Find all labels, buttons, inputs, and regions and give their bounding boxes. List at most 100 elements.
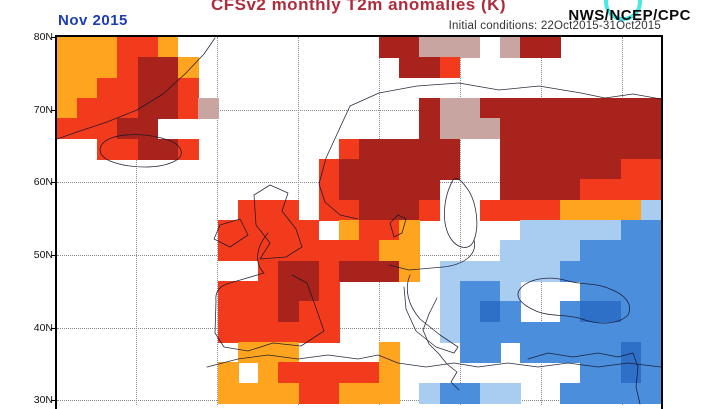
longitude-gridline bbox=[136, 37, 137, 405]
coastline-norway bbox=[318, 105, 359, 220]
anomaly-cell bbox=[218, 220, 239, 242]
anomaly-cell bbox=[218, 240, 239, 262]
anomaly-cell bbox=[520, 199, 541, 221]
anomaly-cell bbox=[238, 342, 260, 364]
anomaly-cell bbox=[560, 220, 582, 242]
anomaly-cell bbox=[137, 118, 159, 140]
anomaly-cell bbox=[459, 37, 481, 59]
anomaly-cell bbox=[318, 362, 340, 384]
forecast-date-label: Nov 2015 bbox=[58, 12, 128, 29]
anomaly-cell bbox=[258, 281, 280, 303]
anomaly-cell bbox=[359, 362, 380, 384]
anomaly-cell bbox=[520, 240, 541, 262]
anomaly-cell bbox=[499, 382, 521, 404]
anomaly-cell bbox=[298, 301, 320, 323]
anomaly-cell bbox=[117, 98, 139, 120]
anomaly-cell bbox=[177, 77, 199, 99]
anomaly-cell bbox=[540, 179, 562, 201]
anomaly-cell bbox=[359, 199, 380, 221]
anomaly-cell bbox=[520, 118, 541, 140]
anomaly-cell bbox=[560, 159, 582, 181]
anomaly-cell bbox=[419, 159, 441, 181]
anomaly-cell bbox=[600, 138, 622, 160]
anomaly-cell bbox=[540, 199, 562, 221]
lat-tick-label: 50N bbox=[33, 249, 53, 261]
anomaly-cell bbox=[640, 159, 661, 181]
anomaly-cell bbox=[359, 138, 380, 160]
anomaly-cell bbox=[600, 179, 622, 201]
anomaly-cell bbox=[298, 382, 320, 404]
anomaly-cell bbox=[419, 37, 441, 59]
anomaly-cell bbox=[580, 362, 602, 384]
anomaly-cell bbox=[97, 37, 119, 59]
anomaly-cell bbox=[57, 118, 78, 140]
anomaly-cell bbox=[640, 362, 661, 384]
anomaly-cell bbox=[479, 321, 501, 343]
anomaly-cell bbox=[620, 240, 642, 262]
anomaly-cell bbox=[338, 260, 360, 282]
anomaly-cell bbox=[278, 240, 300, 262]
anomaly-cell bbox=[620, 179, 642, 201]
anomaly-cell bbox=[620, 342, 642, 364]
anomaly-cell bbox=[580, 240, 602, 262]
lat-tick-label: 30N bbox=[33, 394, 53, 406]
anomaly-cell bbox=[479, 118, 501, 140]
anomaly-cell bbox=[278, 301, 300, 323]
anomaly-cell bbox=[600, 281, 622, 303]
anomaly-cell bbox=[520, 260, 541, 282]
anomaly-cell bbox=[157, 138, 179, 160]
latitude-gridline bbox=[57, 110, 661, 111]
anomaly-cell bbox=[459, 321, 481, 343]
anomaly-cell bbox=[620, 159, 642, 181]
anomaly-cell bbox=[359, 159, 380, 181]
anomaly-cell bbox=[379, 240, 400, 262]
anomaly-cell bbox=[238, 281, 260, 303]
anomaly-cell bbox=[258, 220, 280, 242]
anomaly-cell bbox=[600, 220, 622, 242]
anomaly-cell bbox=[338, 240, 360, 262]
anomaly-cell bbox=[439, 301, 461, 323]
anomaly-cell bbox=[459, 98, 481, 120]
coastline-greece bbox=[422, 297, 460, 391]
anomaly-cell bbox=[258, 321, 280, 343]
anomaly-cell bbox=[459, 118, 481, 140]
anomaly-cell bbox=[540, 260, 562, 282]
anomaly-cell bbox=[560, 199, 582, 221]
anomaly-cell bbox=[580, 199, 602, 221]
anomaly-cell bbox=[640, 342, 661, 364]
anomaly-cell bbox=[580, 220, 602, 242]
coastline-baltic-south bbox=[388, 239, 476, 271]
anomaly-cell bbox=[540, 240, 562, 262]
anomaly-cell bbox=[479, 382, 501, 404]
anomaly-cell bbox=[399, 260, 421, 282]
anomaly-cell bbox=[359, 179, 380, 201]
coastline-italy bbox=[403, 274, 459, 354]
anomaly-cell bbox=[379, 199, 400, 221]
anomaly-cell bbox=[419, 179, 441, 201]
anomaly-cell bbox=[580, 159, 602, 181]
anomaly-cell bbox=[640, 321, 661, 343]
anomaly-cell bbox=[600, 342, 622, 364]
anomaly-cell bbox=[318, 199, 340, 221]
anomaly-cell bbox=[318, 260, 340, 282]
anomaly-cell bbox=[600, 118, 622, 140]
anomaly-cell bbox=[419, 57, 441, 79]
anomaly-cell bbox=[318, 240, 340, 262]
anomaly-cell bbox=[620, 281, 642, 303]
anomaly-cell bbox=[600, 382, 622, 404]
anomaly-cell bbox=[520, 342, 541, 364]
anomaly-cell bbox=[439, 138, 461, 160]
anomaly-cell bbox=[258, 382, 280, 404]
anomaly-cell bbox=[540, 138, 562, 160]
lat-tick-label: 70N bbox=[33, 104, 53, 116]
anomaly-cell bbox=[600, 362, 622, 384]
anomaly-cell bbox=[520, 321, 541, 343]
anomaly-cell bbox=[600, 260, 622, 282]
coastline-bothnia bbox=[444, 178, 478, 248]
anomaly-cell bbox=[620, 321, 642, 343]
anomaly-cell bbox=[117, 37, 139, 59]
anomaly-cell bbox=[57, 98, 78, 120]
anomaly-cell bbox=[640, 382, 661, 404]
anomaly-cell bbox=[238, 321, 260, 343]
anomaly-cell bbox=[499, 260, 521, 282]
